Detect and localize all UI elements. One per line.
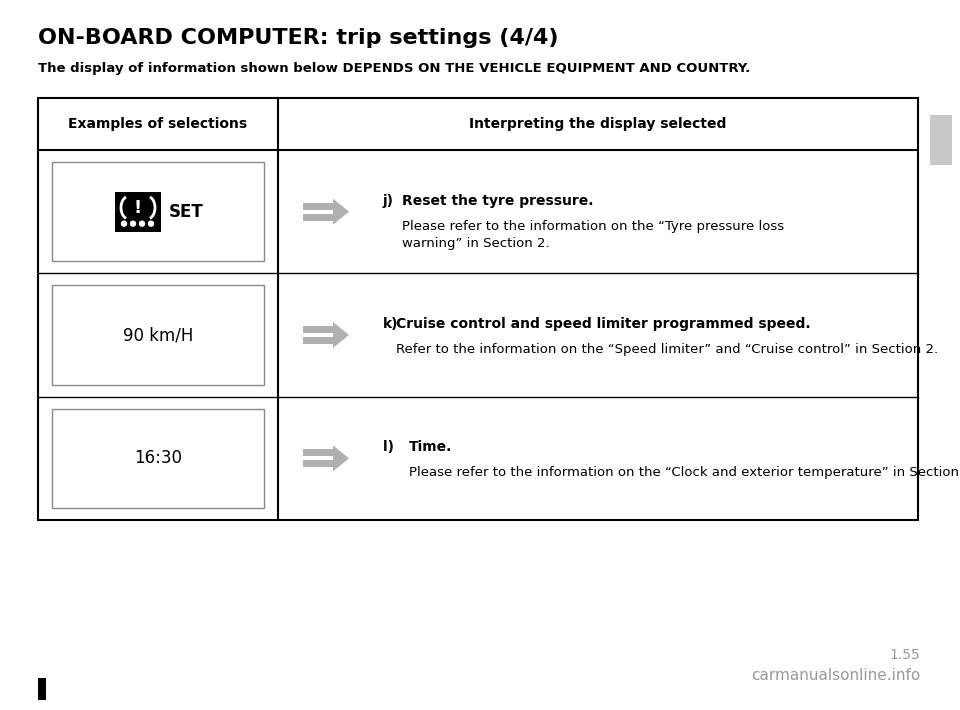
Text: SET: SET — [169, 202, 204, 221]
Text: Interpreting the display selected: Interpreting the display selected — [469, 117, 727, 131]
Bar — [303, 460, 333, 467]
Text: 16:30: 16:30 — [134, 449, 182, 467]
Text: The display of information shown below DEPENDS ON THE VEHICLE EQUIPMENT AND COUN: The display of information shown below D… — [38, 62, 751, 75]
Polygon shape — [333, 322, 349, 348]
Polygon shape — [333, 445, 349, 471]
Bar — [38, 98, 918, 520]
Text: ON-BOARD COMPUTER: trip settings (4/4): ON-BOARD COMPUTER: trip settings (4/4) — [38, 28, 559, 48]
Text: l): l) — [383, 440, 408, 454]
Bar — [303, 449, 333, 457]
Bar — [52, 162, 264, 261]
Bar — [52, 409, 264, 508]
Bar — [930, 115, 952, 165]
Text: Refer to the information on the “Speed limiter” and “Cruise control” in Section : Refer to the information on the “Speed l… — [396, 343, 938, 356]
Bar — [52, 285, 264, 385]
Text: Time.: Time. — [409, 440, 452, 454]
Text: Please refer to the information on the “Tyre pressure loss
warning” in Section 2: Please refer to the information on the “… — [402, 219, 784, 250]
Polygon shape — [333, 199, 349, 224]
Text: 90 km/H: 90 km/H — [123, 326, 193, 344]
Bar — [303, 337, 333, 344]
Text: carmanualsonline.info: carmanualsonline.info — [751, 668, 920, 683]
Text: Please refer to the information on the “Clock and exterior temperature” in Secti: Please refer to the information on the “… — [409, 466, 960, 479]
Circle shape — [131, 222, 135, 226]
Text: Examples of selections: Examples of selections — [68, 117, 248, 131]
Bar — [303, 202, 333, 209]
Bar — [303, 214, 333, 221]
Bar — [115, 192, 161, 231]
Circle shape — [122, 222, 127, 226]
Circle shape — [149, 222, 154, 226]
Text: 1.55: 1.55 — [889, 648, 920, 662]
Text: !: ! — [134, 199, 142, 217]
Text: Reset the tyre pressure.: Reset the tyre pressure. — [402, 194, 594, 207]
Circle shape — [139, 222, 145, 226]
Bar — [303, 326, 333, 333]
Text: Cruise control and speed limiter programmed speed.: Cruise control and speed limiter program… — [396, 317, 810, 331]
Text: j): j) — [383, 194, 401, 207]
Bar — [38, 678, 46, 700]
Text: k): k) — [383, 317, 398, 331]
